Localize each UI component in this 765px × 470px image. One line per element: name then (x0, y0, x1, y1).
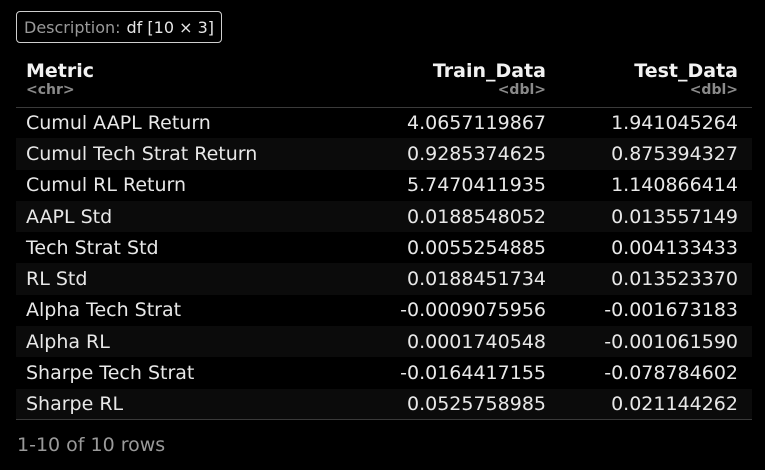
cell-test-data: 1.140866414 (560, 169, 752, 201)
row-count-footer: 1-10 of 10 rows (17, 434, 166, 456)
cell-test-data: -0.078784602 (560, 357, 752, 389)
cell-train-data: -0.0164417155 (370, 357, 560, 389)
cell-metric: Cumul Tech Strat Return (16, 138, 370, 170)
column-type: <dbl> (497, 82, 546, 98)
cell-train-data: 0.0188548052 (370, 200, 560, 233)
cell-test-data: 0.021144262 (560, 388, 752, 421)
cell-metric: Cumul AAPL Return (16, 107, 370, 139)
cell-train-data: 0.0001740548 (370, 326, 560, 358)
description-value: df [10 × 3] (126, 17, 214, 37)
table-row: AAPL Std 0.0188548052 0.013557149 (16, 200, 752, 233)
cell-metric: RL Std (16, 263, 370, 295)
cell-test-data: 1.941045264 (560, 107, 752, 139)
table-row: RL Std 0.0188451734 0.013523370 (16, 263, 752, 295)
cell-metric: Tech Strat Std (16, 232, 370, 264)
column-header-test-data[interactable]: Test_Data <dbl> (560, 57, 752, 108)
description-label: Description: (24, 17, 121, 37)
header-row: Metric <chr> Train_Data <dbl> Test_Data … (16, 57, 752, 108)
table-row: Alpha RL 0.0001740548 -0.001061590 (16, 326, 752, 358)
cell-train-data: 4.0657119867 (370, 107, 560, 139)
cell-metric: AAPL Std (16, 200, 370, 233)
cell-metric: Alpha Tech Strat (16, 294, 370, 327)
column-type: <dbl> (689, 82, 738, 98)
table-row: Cumul Tech Strat Return 0.9285374625 0.8… (16, 138, 752, 170)
description-badge: Description: df [10 × 3] (16, 11, 222, 43)
cell-test-data: 0.004133433 (560, 232, 752, 264)
table-row: Sharpe Tech Strat -0.0164417155 -0.07878… (16, 357, 752, 389)
cell-train-data: 0.0525758985 (370, 388, 560, 421)
table-row: Cumul AAPL Return 4.0657119867 1.9410452… (16, 107, 752, 139)
table-row: Alpha Tech Strat -0.0009075956 -0.001673… (16, 294, 752, 327)
cell-train-data: 5.7470411935 (370, 169, 560, 201)
cell-metric: Alpha RL (16, 326, 370, 358)
column-header-train-data[interactable]: Train_Data <dbl> (370, 57, 560, 108)
table-row: Tech Strat Std 0.0055254885 0.004133433 (16, 232, 752, 264)
cell-test-data: 0.875394327 (560, 138, 752, 170)
table-row: Cumul RL Return 5.7470411935 1.140866414 (16, 169, 752, 201)
cell-metric: Sharpe Tech Strat (16, 357, 370, 389)
cell-train-data: -0.0009075956 (370, 294, 560, 327)
column-type: <chr> (26, 82, 75, 98)
cell-train-data: 0.0055254885 (370, 232, 560, 264)
cell-metric: Cumul RL Return (16, 169, 370, 201)
column-header-metric[interactable]: Metric <chr> (16, 57, 370, 108)
cell-test-data: 0.013557149 (560, 200, 752, 233)
cell-test-data: 0.013523370 (560, 263, 752, 295)
data-frame-table: Metric <chr> Train_Data <dbl> Test_Data … (16, 57, 752, 421)
cell-train-data: 0.9285374625 (370, 138, 560, 170)
cell-test-data: -0.001061590 (560, 326, 752, 358)
cell-metric: Sharpe RL (16, 388, 370, 421)
column-name: Train_Data (432, 60, 546, 82)
cell-test-data: -0.001673183 (560, 294, 752, 327)
column-name: Metric (26, 60, 95, 82)
column-name: Test_Data (634, 60, 738, 82)
cell-train-data: 0.0188451734 (370, 263, 560, 295)
table-row: Sharpe RL 0.0525758985 0.021144262 (16, 388, 752, 421)
